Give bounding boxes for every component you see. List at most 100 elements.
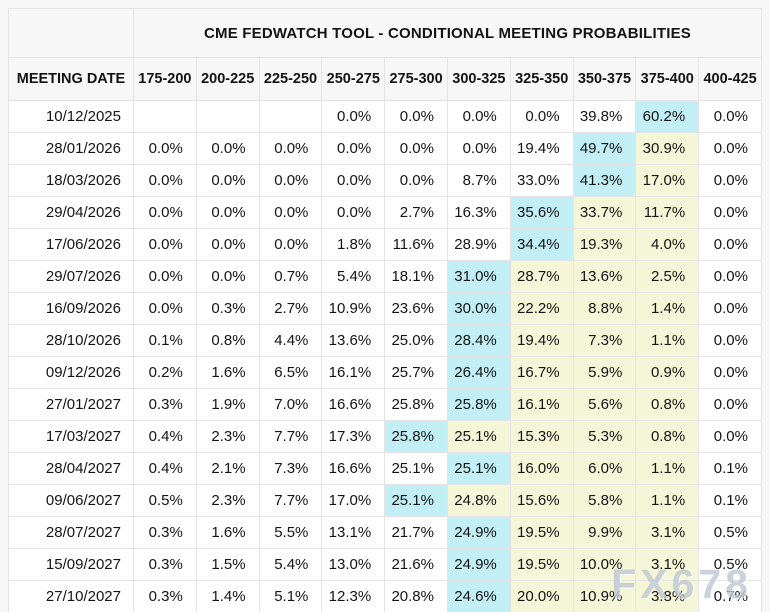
probability-cell: 25.0%	[384, 324, 448, 357]
probability-cell: 5.3%	[572, 420, 637, 453]
meeting-date-cell: 09/06/2027	[8, 484, 134, 517]
probability-cell: 13.1%	[321, 516, 386, 549]
probability-cell: 10.9%	[321, 292, 386, 325]
probability-cell: 30.0%	[446, 292, 511, 325]
probability-cell: 1.1%	[635, 452, 700, 485]
probability-cell: 11.6%	[384, 228, 448, 261]
probability-cell: 7.3%	[572, 324, 637, 357]
title-row: CME FEDWATCH TOOL - CONDITIONAL MEETING …	[8, 8, 762, 58]
fedwatch-probability-table: CME FEDWATCH TOOL - CONDITIONAL MEETING …	[8, 8, 762, 612]
meeting-date-cell: 09/12/2026	[8, 356, 134, 389]
probability-cell: 5.9%	[572, 356, 637, 389]
table-row: 28/04/2027 0.4% 2.1% 7.3% 16.6% 25.1% 25.1% 16.…	[8, 452, 762, 485]
probability-cell: 0.5%	[698, 548, 762, 581]
meeting-date-cell: 27/01/2027	[8, 388, 134, 421]
probability-cell: 0.7%	[258, 260, 323, 293]
probability-cell: 10.0%	[572, 548, 637, 581]
probability-cell: 25.8%	[384, 420, 448, 453]
probability-cell: 8.8%	[572, 292, 637, 325]
probability-cell: 0.0%	[698, 132, 762, 165]
probability-cell: 0.0%	[195, 196, 260, 229]
probability-cell: 0.0%	[698, 356, 762, 389]
probability-cell: 34.4%	[509, 228, 574, 261]
probability-cell: 0.4%	[133, 420, 197, 453]
probability-cell: 15.3%	[509, 420, 574, 453]
meeting-date-cell: 15/09/2027	[8, 548, 134, 581]
rate-range-header: 225-250	[258, 57, 323, 101]
probability-cell: 1.9%	[195, 388, 260, 421]
probability-cell: 0.0%	[698, 388, 762, 421]
probability-cell: 1.6%	[195, 356, 260, 389]
probability-cell: 0.0%	[698, 420, 762, 453]
probability-cell: 4.0%	[635, 228, 700, 261]
probability-cell: 13.6%	[321, 324, 386, 357]
probability-cell: 25.8%	[384, 388, 448, 421]
probability-cell: 1.6%	[195, 516, 260, 549]
probability-cell: 7.3%	[258, 452, 323, 485]
probability-cell: 3.8%	[635, 580, 700, 612]
rate-range-header: 250-275	[321, 57, 386, 101]
probability-cell: 13.0%	[321, 548, 386, 581]
probability-cell: 11.7%	[635, 196, 700, 229]
probability-cell: 0.0%	[258, 196, 323, 229]
probability-cell: 33.7%	[572, 196, 637, 229]
probability-cell: 0.0%	[133, 164, 197, 197]
probability-cell: 2.7%	[384, 196, 448, 229]
meeting-date-cell: 17/03/2027	[8, 420, 134, 453]
meeting-date-cell: 29/07/2026	[8, 260, 134, 293]
probability-cell: 25.1%	[384, 452, 448, 485]
probability-cell: 6.0%	[572, 452, 637, 485]
table-row: 29/07/2026 0.0% 0.0% 0.7% 5.4% 18.1% 31.0% 28.7…	[8, 260, 762, 293]
probability-cell: 0.3%	[133, 548, 197, 581]
probability-cell: 0.3%	[133, 516, 197, 549]
probability-cell: 0.7%	[698, 580, 762, 612]
table-row: 17/03/2027 0.4% 2.3% 7.7% 17.3% 25.8% 25.1% 15.…	[8, 420, 762, 453]
probability-cell: 33.0%	[509, 164, 574, 197]
table-row: 28/10/2026 0.1% 0.8% 4.4% 13.6% 25.0% 28.4% 19.…	[8, 324, 762, 357]
probability-cell: 0.0%	[195, 228, 260, 261]
probability-cell: 60.2%	[635, 100, 700, 133]
probability-cell: 17.0%	[321, 484, 386, 517]
probability-cell: 5.4%	[258, 548, 323, 581]
probability-cell: 21.6%	[384, 548, 448, 581]
table-row: 18/03/2026 0.0% 0.0% 0.0% 0.0% 0.0% 8.7% 33.0% 4…	[8, 164, 762, 197]
probability-cell: 0.0%	[133, 228, 197, 261]
probability-cell: 12.3%	[321, 580, 386, 612]
probability-cell: 26.4%	[446, 356, 511, 389]
probability-cell: 16.6%	[321, 388, 386, 421]
probability-cell: 7.7%	[258, 420, 323, 453]
probability-cell: 7.7%	[258, 484, 323, 517]
probability-cell: 19.3%	[572, 228, 637, 261]
meeting-date-cell: 17/06/2026	[8, 228, 134, 261]
probability-cell: 0.0%	[133, 132, 197, 165]
table-row: 10/12/2025 0.0% 0.0% 0.0% 0.0% 39.8% 60.2% 0.0%	[8, 100, 762, 133]
table-row: 17/06/2026 0.0% 0.0% 0.0% 1.8% 11.6% 28.9% 34.4…	[8, 228, 762, 261]
meeting-date-cell: 16/09/2026	[8, 292, 134, 325]
probability-cell: 41.3%	[572, 164, 637, 197]
probability-cell: 17.0%	[635, 164, 700, 197]
probability-cell: 0.0%	[195, 164, 260, 197]
probability-cell: 2.7%	[258, 292, 323, 325]
probability-cell: 0.0%	[133, 196, 197, 229]
probability-cell: 20.0%	[509, 580, 574, 612]
probability-cell: 1.1%	[635, 324, 700, 357]
probability-cell: 0.0%	[321, 164, 386, 197]
probability-cell: 16.6%	[321, 452, 386, 485]
probability-cell: 9.9%	[572, 516, 637, 549]
rate-range-header: 200-225	[195, 57, 260, 101]
probability-cell: 0.8%	[635, 420, 700, 453]
probability-cell: 25.1%	[446, 452, 511, 485]
probability-cell: 22.2%	[509, 292, 574, 325]
probability-cell: 0.0%	[321, 196, 386, 229]
probability-cell: 1.4%	[635, 292, 700, 325]
probability-cell: 0.0%	[133, 292, 197, 325]
probability-cell: 25.1%	[384, 484, 448, 517]
probability-cell: 17.3%	[321, 420, 386, 453]
probability-cell: 19.5%	[509, 548, 574, 581]
probability-cell	[133, 100, 197, 133]
probability-cell: 7.0%	[258, 388, 323, 421]
probability-cell: 5.4%	[321, 260, 386, 293]
meeting-date-cell: 10/12/2025	[8, 100, 134, 133]
table-row: 28/01/2026 0.0% 0.0% 0.0% 0.0% 0.0% 0.0% 19.4% 4…	[8, 132, 762, 165]
column-header-row: MEETING DATE 175-200 200-225 225-250 250-275…	[8, 57, 762, 101]
